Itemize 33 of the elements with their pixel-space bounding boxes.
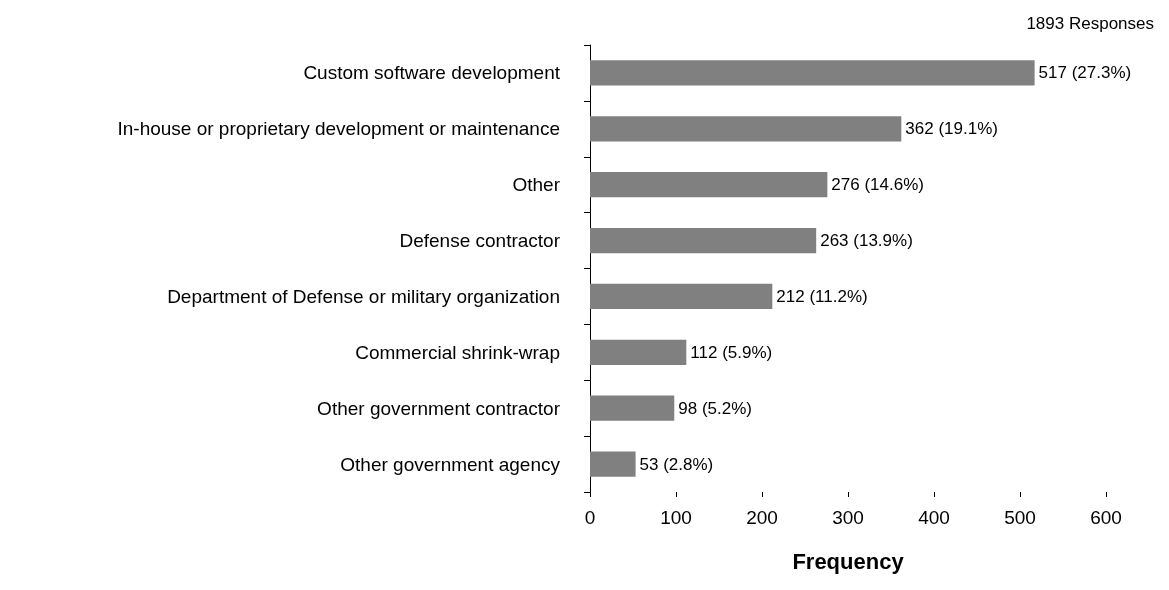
y-tick-label: Defense contractor bbox=[399, 230, 561, 252]
x-tick-label: 0 bbox=[584, 507, 596, 528]
data-label: 362 (19.1%) bbox=[905, 119, 998, 139]
bar bbox=[590, 227, 817, 254]
y-tick-label: Other bbox=[512, 174, 561, 196]
x-tick-label: 300 bbox=[832, 507, 864, 528]
y-tick-label: Other government contractor bbox=[317, 397, 561, 419]
x-tick-label: 600 bbox=[1090, 507, 1122, 528]
data-label: 98 (5.2%) bbox=[678, 398, 752, 418]
bar bbox=[590, 60, 1035, 86]
data-label: 517 (27.3%) bbox=[1038, 63, 1132, 83]
y-tick-label: Commercial shrink-wrap bbox=[355, 341, 560, 363]
bar bbox=[590, 451, 636, 477]
bar bbox=[590, 339, 687, 365]
x-axis-title: Frequency bbox=[792, 548, 905, 574]
bar bbox=[590, 395, 675, 421]
x-tick-label: 200 bbox=[746, 507, 778, 528]
bar bbox=[590, 116, 902, 142]
data-label: 263 (13.9%) bbox=[820, 231, 913, 251]
data-label: 212 (11.2%) bbox=[776, 286, 868, 306]
x-tick-label: 500 bbox=[1004, 507, 1036, 528]
x-tick-label: 100 bbox=[660, 507, 692, 528]
chart-title: 1893 Responses bbox=[1026, 14, 1154, 33]
y-tick-label: Other government agency bbox=[340, 453, 561, 475]
data-label: 112 (5.9%) bbox=[690, 342, 773, 362]
y-tick-label: In-house or proprietary development or maintenance bbox=[117, 118, 560, 140]
data-label: 276 (14.6%) bbox=[831, 175, 924, 195]
bar bbox=[590, 283, 773, 310]
data-label: 53 (2.8%) bbox=[639, 454, 714, 474]
x-tick-label: 400 bbox=[918, 507, 950, 528]
y-tick-label: Custom software development bbox=[303, 62, 561, 84]
bar bbox=[590, 172, 828, 198]
y-tick-label: Department of Defense or military organization bbox=[167, 285, 560, 307]
